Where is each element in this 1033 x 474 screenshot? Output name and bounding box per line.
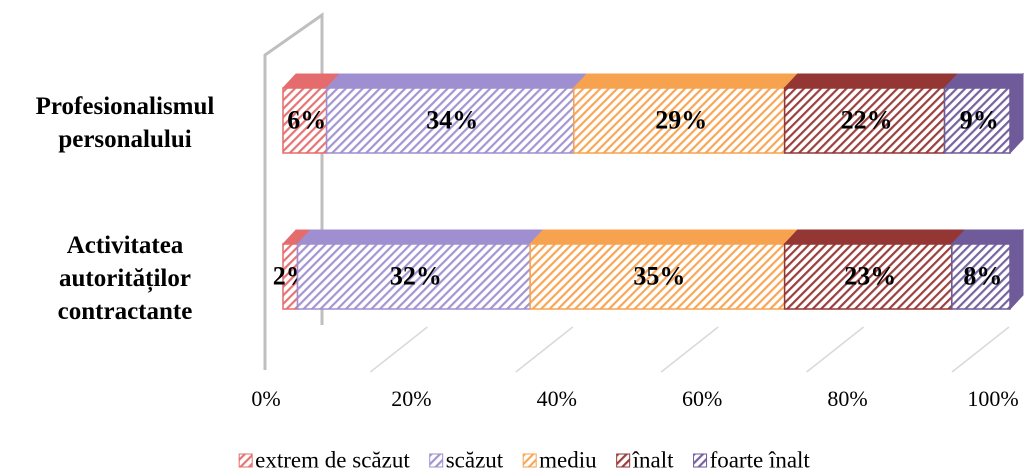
legend-item: înalt bbox=[616, 447, 674, 472]
x-tick-label: 60% bbox=[682, 386, 722, 411]
data-label: 23% bbox=[844, 261, 896, 290]
legend: extrem de scăzut scăzut mediu înalt foarte î… bbox=[238, 447, 811, 472]
legend-swatch bbox=[522, 453, 537, 468]
x-tick-label: 80% bbox=[827, 386, 867, 411]
data-label: 6% bbox=[287, 105, 326, 134]
legend-item: scăzut bbox=[429, 447, 504, 472]
bar-front bbox=[529, 243, 786, 310]
legend-swatch bbox=[616, 453, 631, 468]
bar-front bbox=[573, 87, 786, 154]
legend-item: extrem de scăzut bbox=[238, 447, 410, 472]
legend-label: înalt bbox=[632, 447, 674, 472]
data-label: 9% bbox=[960, 105, 999, 134]
legend-swatch bbox=[429, 453, 444, 468]
data-label: 22% bbox=[841, 105, 893, 134]
category-label: Activitatea autorităților contractante bbox=[57, 232, 193, 325]
legend-label: extrem de scăzut bbox=[255, 447, 410, 472]
bar-segment bbox=[281, 73, 341, 154]
legend-item: mediu bbox=[522, 447, 597, 472]
bar-side bbox=[1009, 72, 1024, 155]
bar-segment bbox=[943, 72, 1025, 155]
bar-top bbox=[943, 73, 1025, 89]
bar-segment bbox=[950, 228, 1025, 311]
data-label: 29% bbox=[655, 105, 707, 134]
bar-top bbox=[783, 229, 966, 245]
grid-line bbox=[515, 326, 574, 373]
x-tick-label: 0% bbox=[251, 386, 280, 411]
legend-label: mediu bbox=[539, 447, 597, 472]
bar-top bbox=[572, 73, 799, 89]
x-tick-label: 40% bbox=[537, 386, 577, 411]
category-label: Profesionalismul personalului bbox=[35, 92, 215, 153]
x-tick-label: 100% bbox=[967, 386, 1018, 411]
data-label: 8% bbox=[963, 261, 1002, 290]
data-label: 34% bbox=[426, 105, 478, 134]
legend-swatch bbox=[693, 453, 708, 468]
bar-top bbox=[296, 229, 545, 245]
legend-swatch bbox=[238, 453, 253, 468]
legend-label: foarte înalt bbox=[710, 447, 811, 472]
bar-segment bbox=[296, 229, 545, 310]
grid-line bbox=[369, 326, 428, 373]
grid-line bbox=[806, 326, 865, 373]
bar-segment bbox=[325, 73, 588, 154]
bar-top bbox=[783, 73, 959, 89]
grid-line bbox=[951, 326, 1010, 373]
bar-side bbox=[1009, 228, 1024, 311]
bar-front bbox=[325, 87, 575, 154]
data-label: 35% bbox=[633, 261, 685, 290]
bar-segment bbox=[783, 229, 966, 310]
back-wall bbox=[263, 12, 324, 370]
bar-front bbox=[951, 243, 1011, 310]
grid-line bbox=[660, 326, 719, 373]
bar-segment bbox=[529, 229, 799, 310]
data-label: 32% bbox=[390, 261, 442, 290]
bar-top bbox=[325, 73, 588, 89]
bar-top bbox=[529, 229, 799, 245]
bar-segment bbox=[572, 73, 799, 154]
x-tick-label: 20% bbox=[391, 386, 431, 411]
legend-item: foarte înalt bbox=[693, 447, 811, 472]
legend-label: scăzut bbox=[446, 447, 504, 472]
bar-front bbox=[296, 243, 531, 310]
